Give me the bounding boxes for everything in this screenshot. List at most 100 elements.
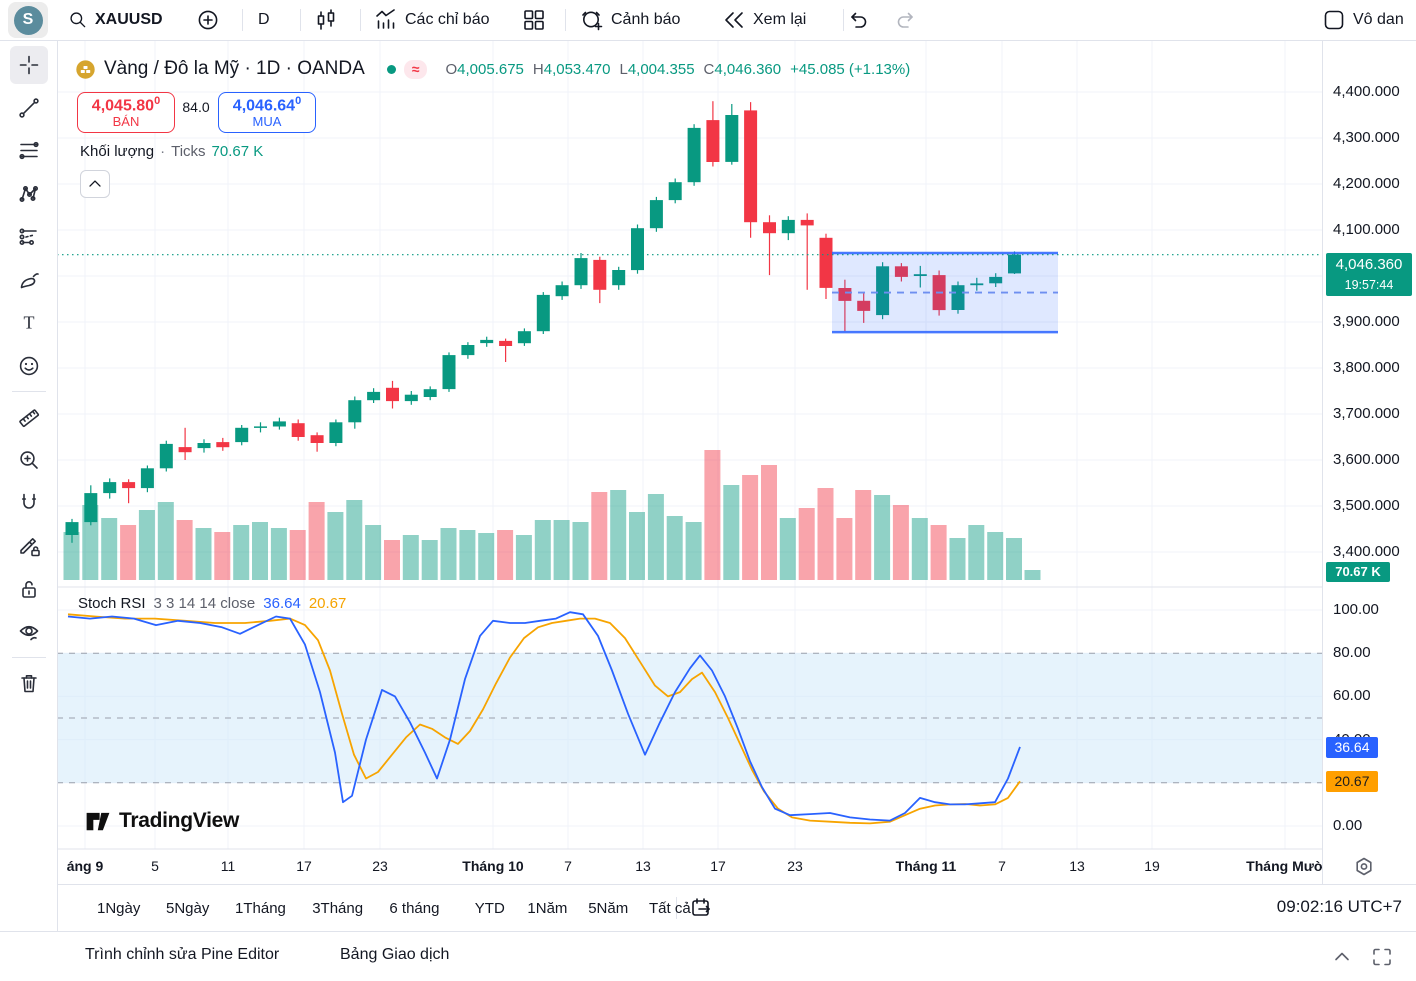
bottom-panel: Trình chỉnh sửa Pine Editor Bảng Giao dị… [0,931,1416,981]
pine-editor-tab[interactable]: Trình chỉnh sửa Pine Editor [85,946,280,963]
price-tick-label: 3,700.000 [1333,405,1400,422]
trendline-icon [17,96,41,120]
time-tick-label: Tháng 11 [895,858,957,874]
open-value: 4,005.675 [457,60,524,78]
range-button-5năm[interactable]: 5Năm [588,900,629,917]
stoch-rsi-legend[interactable]: Stoch RSI 3 3 14 14 close 36.64 20.67 [78,595,346,612]
hide-all-tool[interactable] [10,613,48,651]
time-tick-label: Tháng Mườ [1246,858,1324,874]
range-button-1tháng[interactable]: 1Tháng [235,900,286,917]
price-tick-label: 4,300.000 [1333,129,1400,146]
market-status-dot[interactable] [386,64,396,74]
gold-coin-icon [75,59,96,80]
buy-button[interactable]: 4,046.640 MUA [218,92,316,133]
price-tick-label: 3,800.000 [1333,359,1400,376]
undo-button[interactable] [846,0,870,40]
axis-settings-gear-icon[interactable] [1352,855,1376,879]
stoch-tick-label: 80.00 [1333,644,1371,661]
indicators-icon [374,8,398,32]
tradingview-logo[interactable]: TradingView [85,808,239,834]
symbol-title[interactable]: Vàng / Đô la Mỹ · 1D · OANDA [104,58,365,79]
ruler-icon [17,405,41,429]
chart-style-button[interactable] [314,0,338,40]
volume-study-legend[interactable]: Khối lượng · Ticks 70.67 K [80,143,264,160]
time-axis[interactable]: áng 9 5 11 17 23 Tháng 10 7 13 17 23 Tháng 11 7 13 19… [0,850,1324,884]
time-tick-label: 23 [372,858,388,874]
clock[interactable]: 09:02:16 UTC+7 [1276,897,1402,916]
tradingview-logo-text: TradingView [119,809,240,832]
drawing-lock-tool[interactable] [10,527,48,565]
low-value: 4,004.355 [627,60,695,78]
pattern-tool[interactable] [10,175,48,213]
panel-maximize-icon[interactable] [1370,945,1394,969]
undo-icon [846,8,870,32]
compare-add-button[interactable] [196,0,220,40]
time-tick-label: 19 [1144,858,1160,874]
magnet-tool[interactable] [10,484,48,522]
legend-collapse-button[interactable] [80,170,110,198]
indicators-label: Các chỉ báo [405,11,490,28]
lock-all-tool[interactable] [10,570,48,608]
price-axis[interactable]: 4,400.000 4,300.000 4,200.000 4,100.000 3,90… [1322,41,1416,884]
price-tick-label: 4,400.000 [1333,83,1400,100]
trendline-tool[interactable] [10,89,48,127]
anonymous-user-button[interactable]: Vô dan [1322,0,1404,40]
time-tick-label: 11 [220,858,236,874]
ruler-tool[interactable] [10,398,48,436]
brush-tool[interactable] [10,261,48,299]
layout-grid-button[interactable] [522,0,546,40]
indicators-button[interactable]: Các chỉ báo [374,0,490,40]
emoji-icon [17,354,41,378]
fib-retracement-tool[interactable] [10,132,48,170]
range-button-tất-cả[interactable]: Tất cả [649,900,691,917]
sell-button[interactable]: 4,045.800 BÁN [77,92,175,133]
bottom-toolbar: 09:02:16 UTC+7 1Ngày 5Ngày 1Tháng 3Tháng 6 t… [0,884,1416,932]
brush-icon [17,268,41,292]
time-tick-label: 7 [564,858,572,874]
volume-badge: 70.67 K [1326,562,1390,582]
symbol-legend[interactable]: Vàng / Đô la Mỹ · 1D · OANDA ≈ O4,005.67… [75,55,910,83]
lock-all-icon [17,577,41,601]
chevron-up-icon [85,174,105,194]
range-button-3tháng[interactable]: 3Tháng [312,900,364,917]
change-value: +45.085 (+1.13%) [790,60,911,78]
delayed-data-badge[interactable]: ≈ [403,59,428,79]
interval-button[interactable]: D [258,0,270,40]
range-button-1ngày[interactable]: 1Ngày [97,900,141,917]
prediction-tool[interactable] [10,218,48,256]
replay-button[interactable]: Xem lại [722,0,806,40]
range-button-1năm[interactable]: 1Năm [527,900,568,917]
interval-label: D [258,11,270,28]
magnet-icon [17,491,41,515]
go-to-date-icon[interactable] [690,896,714,920]
range-button-ytd[interactable]: YTD [474,900,505,917]
zoom-in-tool[interactable] [10,441,48,479]
stoch-tick-label: 60.00 [1333,687,1371,704]
candles-icon [314,8,338,32]
time-tick-label: áng 9 [66,858,104,874]
text-icon: T [17,311,41,335]
panel-expand-icon[interactable] [1330,945,1354,969]
redo-button[interactable] [894,0,918,40]
remove-all-tool[interactable] [10,664,48,702]
search-icon [68,10,88,30]
sell-label: BÁN [112,114,140,130]
crosshair-tool[interactable] [9,46,48,84]
user-menu-button[interactable]: S [8,2,48,38]
drawing-toolbar: T [0,41,58,931]
text-tool[interactable]: T [10,304,48,342]
alert-button[interactable]: Cảnh báo [580,0,680,40]
price-tick-label: 4,200.000 [1333,175,1400,192]
range-button-6-tháng[interactable]: 6 tháng [389,900,440,917]
trading-panel-tab[interactable]: Bảng Giao dịch [340,946,450,963]
anonymous-box-icon [1322,8,1346,32]
symbol-search-button[interactable]: XAUUSD [68,0,163,40]
emoji-tool[interactable] [10,347,48,385]
stoch-k-value: 36.64 [263,595,301,612]
range-button-5ngày[interactable]: 5Ngày [166,900,210,917]
price-tick-label: 3,400.000 [1333,543,1400,560]
svg-text:T: T [23,313,34,333]
stoch-d-value: 20.67 [308,595,347,612]
